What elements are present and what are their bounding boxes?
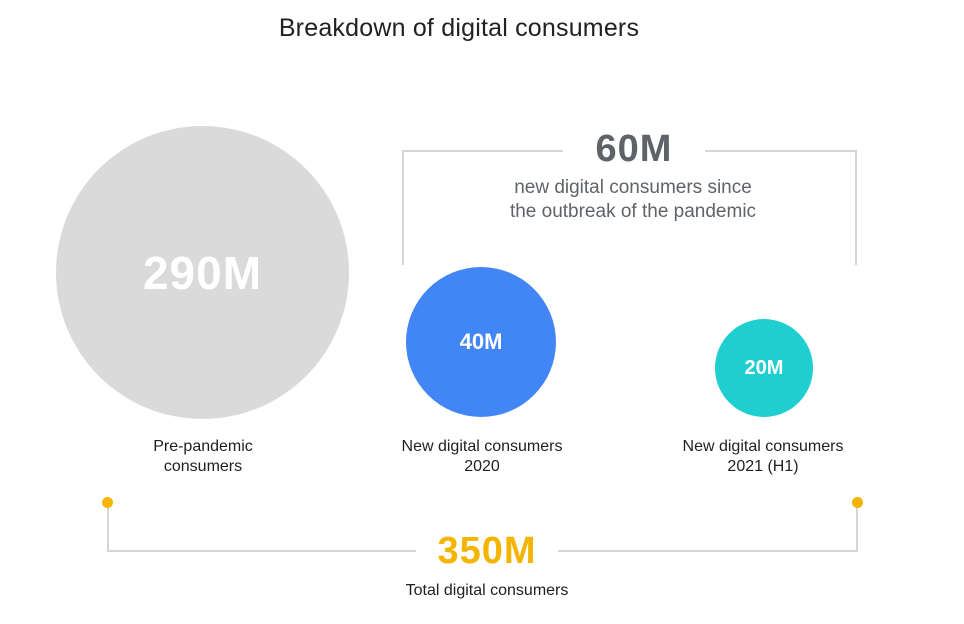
new-2021-circle: 20M (715, 319, 813, 417)
new-2020-label: New digital consumers 2020 (362, 437, 602, 477)
new-2021-label-line2: 2021 (H1) (727, 458, 799, 475)
new-2020-value: 40M (459, 329, 503, 354)
bracket-right-dot (852, 497, 863, 508)
new-consumers-description-line2: the outbreak of the pandemic (509, 201, 757, 222)
diagram-title: Breakdown of digital consumers (278, 14, 640, 42)
new-2020-circle: 40M (406, 267, 556, 417)
new-2020-label-line1: New digital consumers (401, 438, 563, 455)
new-2020-label-line2: 2020 (464, 458, 500, 475)
pre-pandemic-label: Pre-pandemic consumers (83, 437, 323, 477)
bracket-left-dot (102, 497, 113, 508)
new-2021-value: 20M (744, 356, 784, 379)
new-consumers-value: 60M (563, 128, 705, 171)
total-label: Total digital consumers (405, 582, 569, 599)
new-consumers-description-line1: new digital consumers since (514, 177, 752, 198)
new-2021-label-line1: New digital consumers (682, 438, 844, 455)
pre-pandemic-value: 290M (142, 246, 263, 299)
total-value: 350M (416, 530, 558, 573)
new-consumers-description: new digital consumers since the outbreak… (460, 176, 806, 224)
new-2021-label: New digital consumers 2021 (H1) (643, 437, 883, 477)
pre-pandemic-label-line1: Pre-pandemic (153, 438, 253, 455)
pre-pandemic-circle: 290M (56, 126, 349, 419)
pre-pandemic-label-line2: consumers (163, 458, 243, 475)
